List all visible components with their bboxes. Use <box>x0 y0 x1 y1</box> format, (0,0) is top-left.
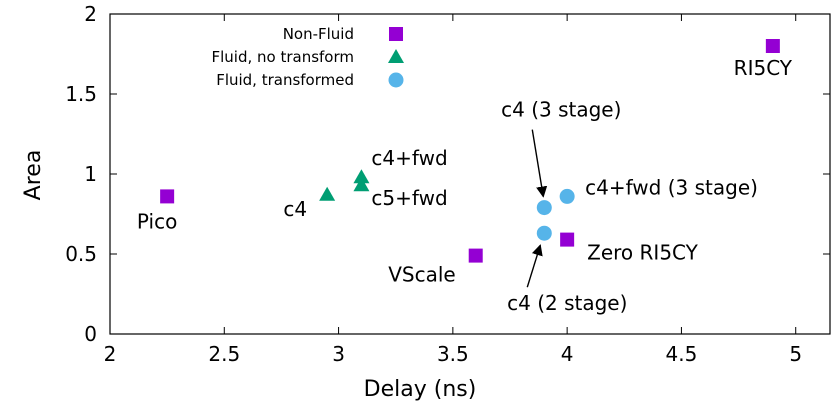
x-tick-label: 4.5 <box>666 342 698 366</box>
data-marks <box>160 39 780 263</box>
ticks: 2 2.5 3 3.5 4 4.5 5 0 0.5 1 1.5 2 <box>65 2 830 366</box>
x-axis-label: Delay (ns) <box>364 377 477 402</box>
point-c4 <box>319 186 336 201</box>
arrow-c4-2-stage- <box>526 244 543 288</box>
point-ri5cy <box>765 39 780 53</box>
x-tick-label: 4 <box>561 342 574 366</box>
legend-label-2: Fluid, transformed <box>216 71 354 89</box>
y-tick-label: 2 <box>84 2 97 26</box>
x-tick-label: 5 <box>789 342 802 366</box>
legend-marker-2 <box>388 72 404 88</box>
y-tick-label: 0.5 <box>65 242 97 266</box>
legend-label-1: Fluid, no transform <box>211 48 354 66</box>
label-c4-fwd: c4+fwd <box>371 146 447 170</box>
label-c4-3-stage-: c4 (3 stage) <box>501 98 621 122</box>
y-tick-label: 0 <box>84 322 97 346</box>
arrow-c4-3-stage- <box>531 129 548 198</box>
point-pico <box>160 189 175 204</box>
legend: Non-Fluid Fluid, no transform Fluid, trans… <box>211 25 404 89</box>
point-vscale <box>468 248 483 263</box>
point-c4-fwd-3-stage- <box>559 188 575 204</box>
label-c4: c4 <box>283 197 307 221</box>
label-c4-fwd-3-stage-: c4+fwd (3 stage) <box>585 175 758 199</box>
y-tick-label: 1.5 <box>65 82 97 106</box>
label-vscale: VScale <box>388 263 456 287</box>
point-labels: Pico VScale Zero RI5CY RI5CY c4 c4+fwd c5+fwd c… <box>137 56 793 315</box>
label-pico: Pico <box>137 209 177 233</box>
y-tick-label: 1 <box>84 162 97 186</box>
legend-marker-1 <box>388 49 404 63</box>
label-c4-2-stage-: c4 (2 stage) <box>507 291 627 315</box>
x-tick-label: 2.5 <box>208 342 240 366</box>
label-zero-ri5cy: Zero RI5CY <box>587 241 699 265</box>
point-c4-2-stage- <box>536 225 552 241</box>
legend-marker-0 <box>389 27 403 41</box>
x-tick-label: 2 <box>104 342 117 366</box>
x-tick-label: 3 <box>332 342 345 366</box>
y-axis-label: Area <box>21 150 46 201</box>
point-c4-3-stage- <box>536 200 552 216</box>
point-c4-fwd <box>353 169 370 184</box>
label-c5-fwd: c5+fwd <box>371 186 447 210</box>
point-zero-ri5cy <box>560 232 575 247</box>
x-tick-label: 3.5 <box>437 342 469 366</box>
point-c5-fwd <box>353 177 370 192</box>
label-ri5cy: RI5CY <box>734 56 793 80</box>
legend-label-0: Non-Fluid <box>283 25 354 43</box>
